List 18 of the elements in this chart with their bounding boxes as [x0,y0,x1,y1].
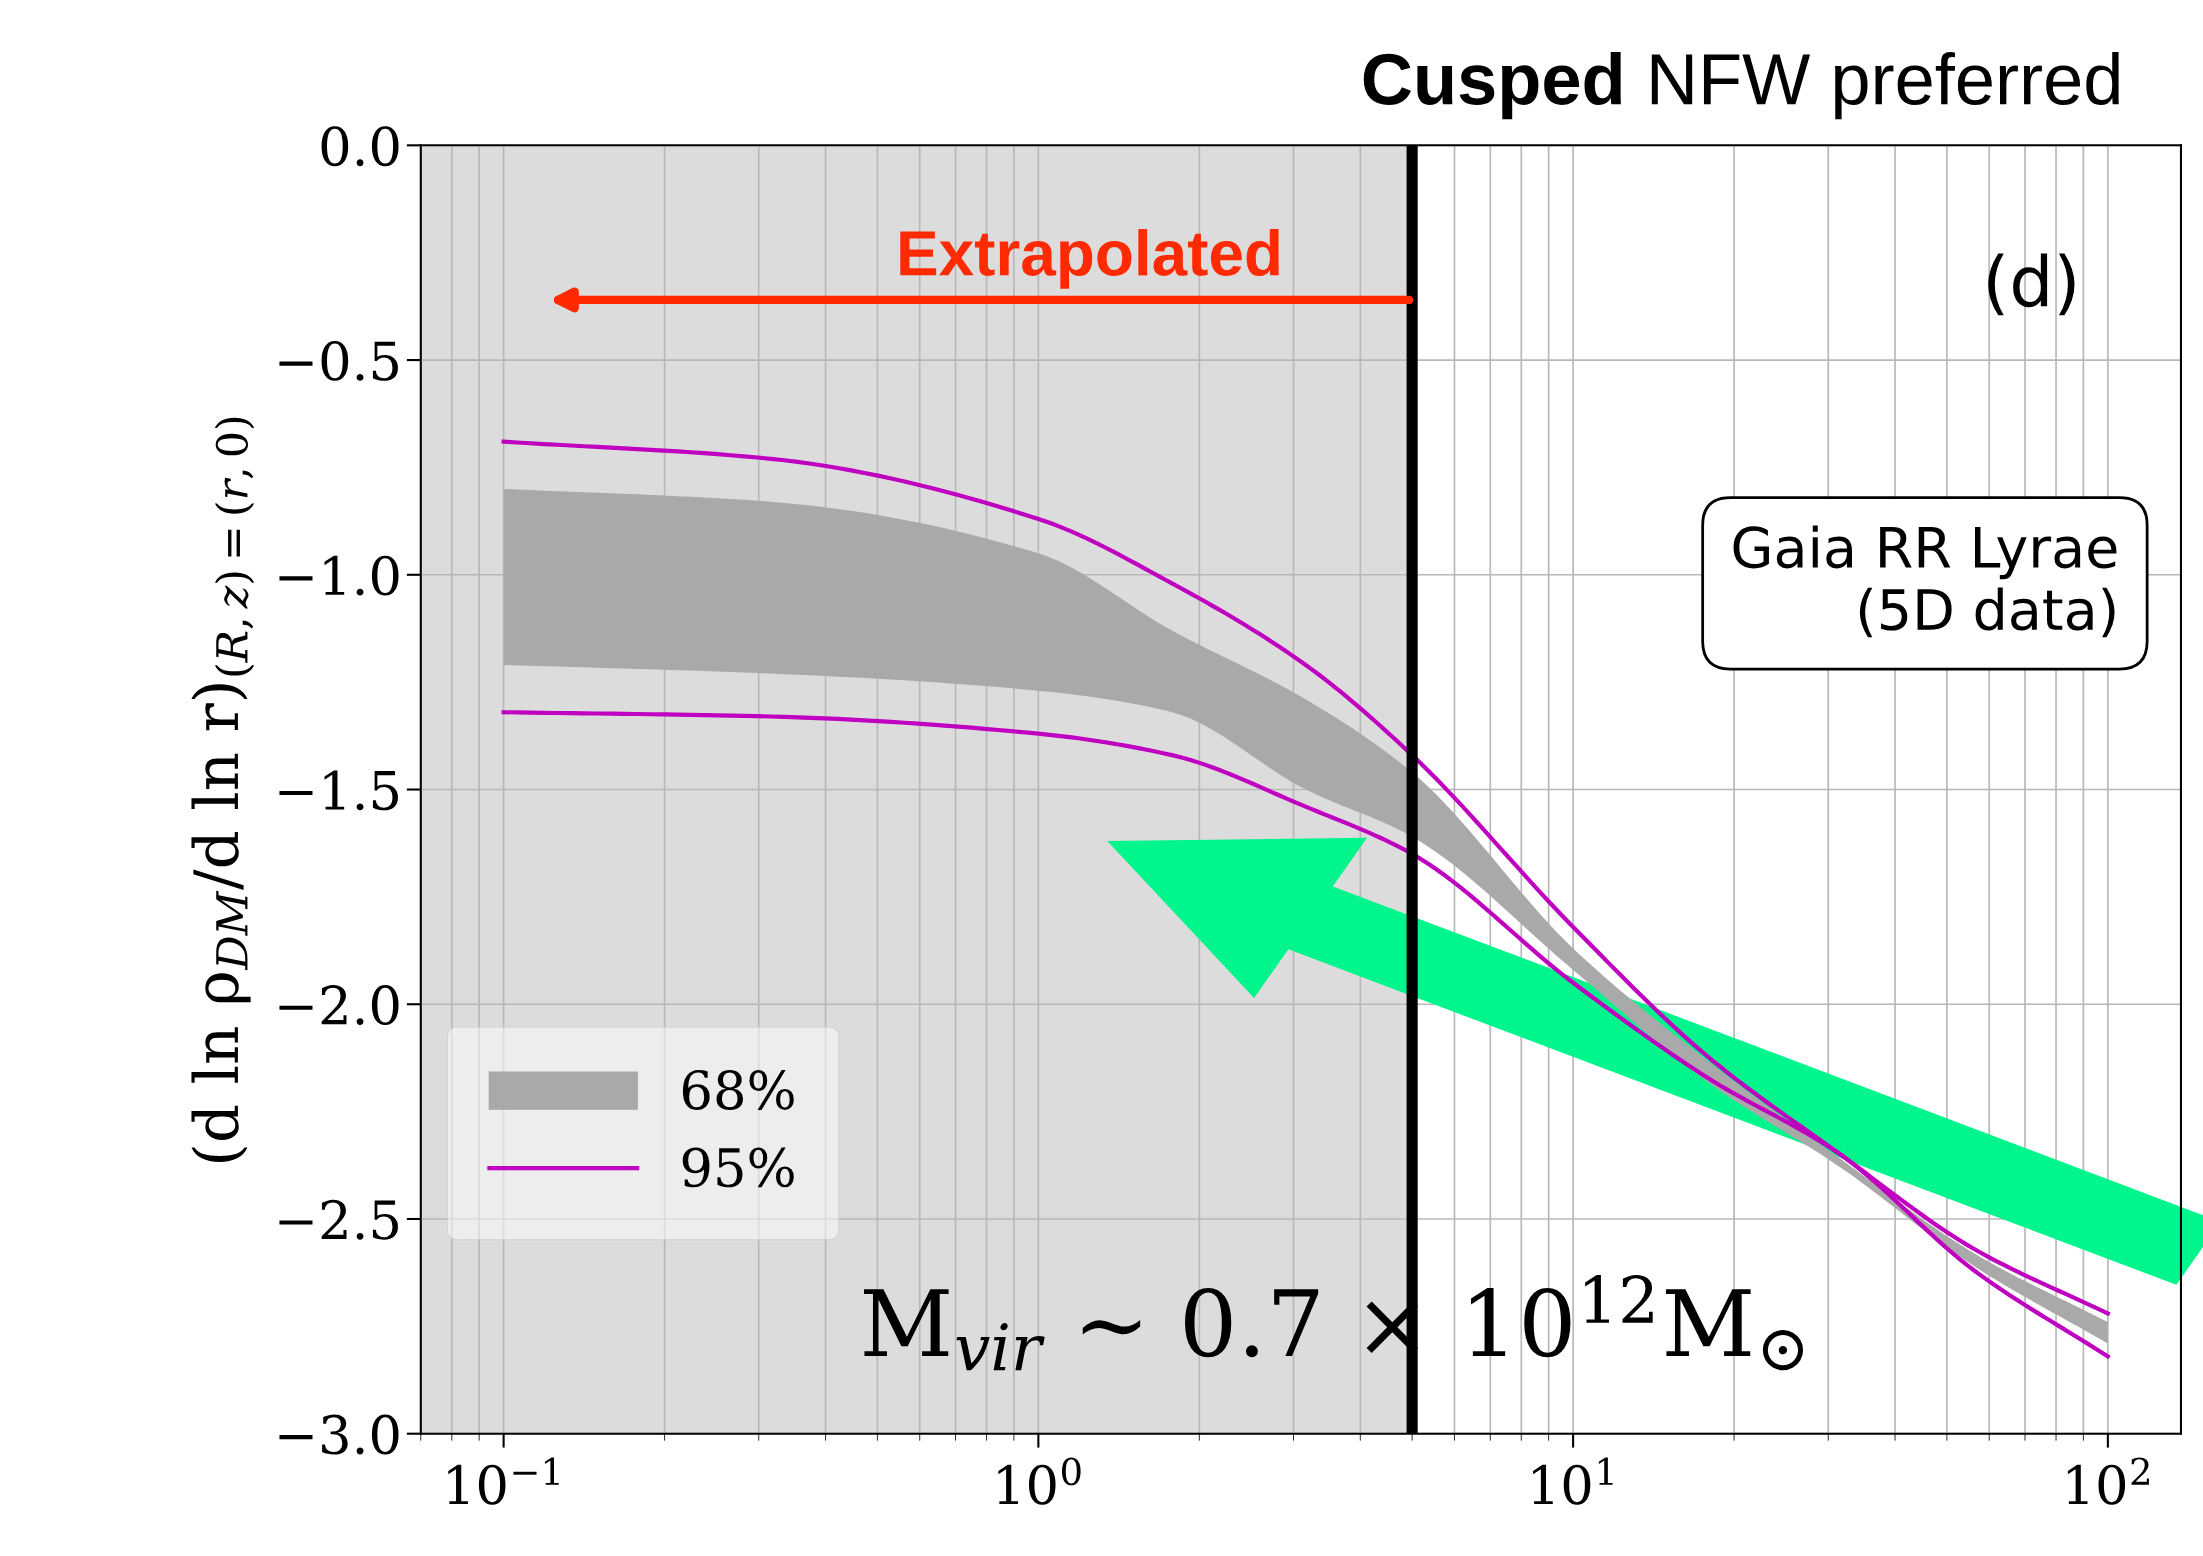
x-tick-label: 10$^{1}$ [1533,1457,1613,1505]
y-tick-label: −3.0 [279,1414,399,1455]
y-tick-label: −2.0 [279,985,399,1026]
chart-title: Cusped NFW preferred [1363,51,2119,120]
annotation: (d) [1988,253,2075,316]
x-tick-label: 10$^{−1}$ [448,1457,559,1505]
legend-label: 68% [682,1069,794,1110]
y-axis-title: (d ln ρ$_{DM}$/d ln r)$_{(R,z)=(r,0)}$ [191,417,255,1163]
y-tick-label: −2.5 [279,1199,398,1240]
x-tick-label: 10$^{2}$ [2067,1457,2149,1505]
y-tick-label: 0.0 [321,126,399,167]
annotation: Extrapolated [900,229,1279,289]
legend-label: 95% [682,1147,794,1188]
x-tick-label: 10$^{0}$ [998,1457,1081,1505]
annotation: Gaia RR Lyrae (5D data) [1733,525,2117,638]
y-tick-label: −1.0 [279,555,399,596]
y-tick-label: −0.5 [279,340,398,381]
y-tick-label: −1.5 [279,770,398,811]
